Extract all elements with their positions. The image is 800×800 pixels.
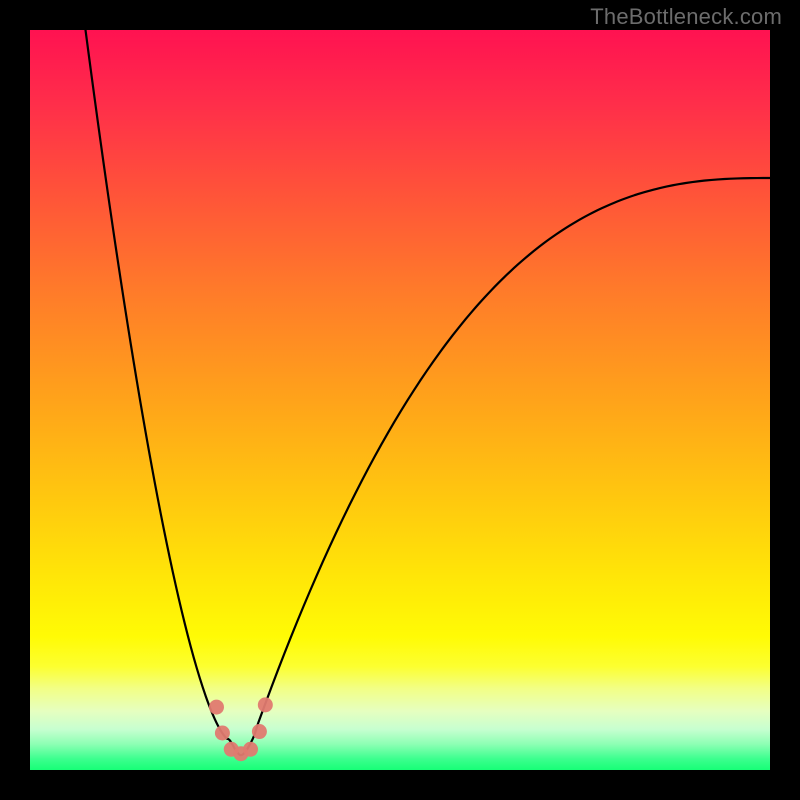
watermark-text: TheBottleneck.com bbox=[590, 4, 782, 30]
valley-marker bbox=[209, 697, 273, 761]
valley-dot bbox=[215, 726, 230, 741]
valley-dot bbox=[258, 697, 273, 712]
valley-dot bbox=[243, 742, 258, 757]
valley-dot bbox=[209, 700, 224, 715]
plot-area bbox=[30, 30, 770, 770]
valley-dot bbox=[252, 724, 267, 739]
curve-layer bbox=[30, 30, 770, 770]
bottleneck-curve bbox=[86, 30, 771, 755]
plot-inner bbox=[30, 30, 770, 770]
